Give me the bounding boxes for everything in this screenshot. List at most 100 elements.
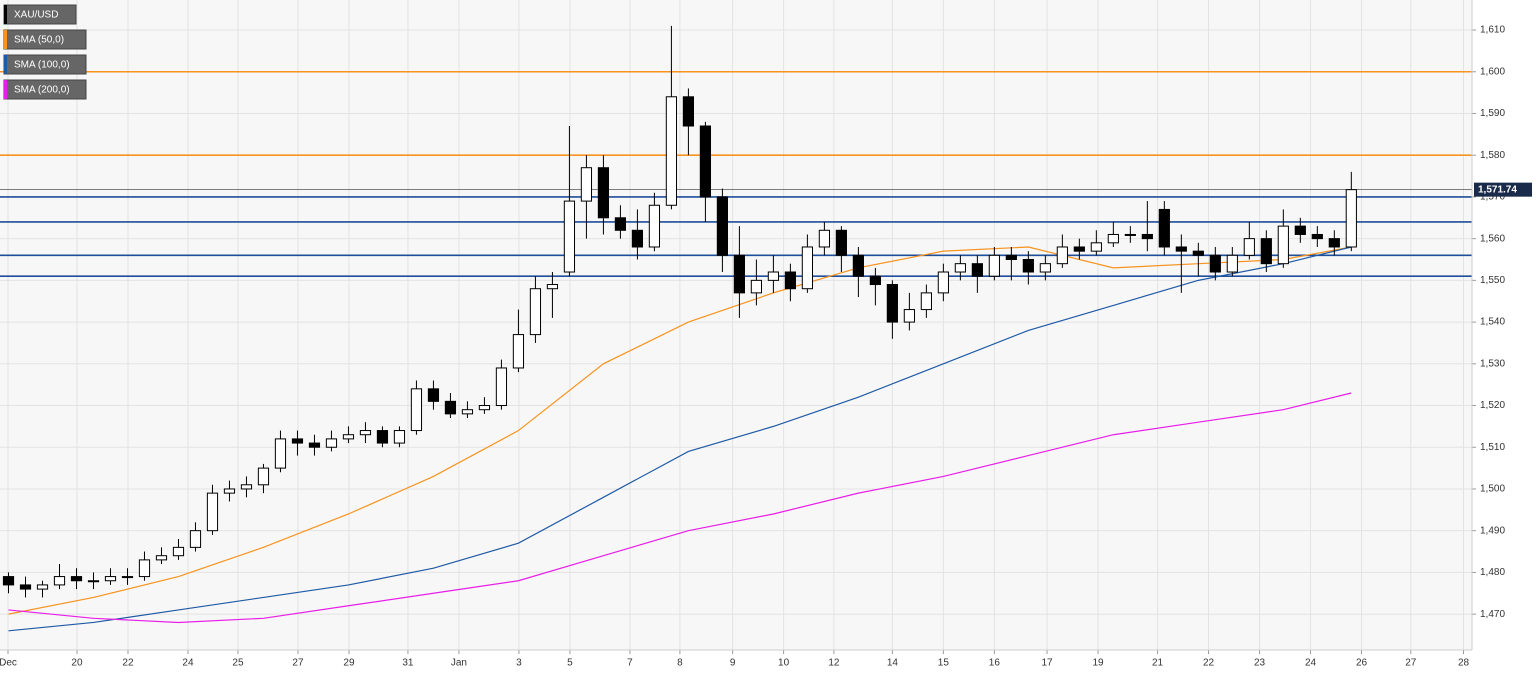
candle-body [1175,246,1187,252]
candle-body [1073,246,1085,252]
candle-body [920,292,932,311]
y-tick-label: 1,560 [1480,233,1505,244]
candle-body [835,229,847,256]
candle-body [325,438,338,448]
candle-body [461,409,474,415]
candle-body [121,576,134,579]
candle-body [1158,208,1170,248]
candle-body [886,284,898,323]
x-tick-label: 3 [516,658,522,669]
candle-body [427,388,440,402]
x-tick-label: 29 [343,658,355,669]
x-tick-label: 25 [232,658,244,669]
candle-body [1022,258,1034,273]
candle-body [937,271,949,294]
x-tick-label: 9 [730,658,736,669]
y-tick-label: 1,510 [1480,442,1505,453]
y-tick-label: 1,610 [1480,25,1505,36]
candle-body [495,367,508,407]
candle-body [1039,263,1051,273]
x-tick-label: 10 [778,658,790,669]
candle-body [257,467,270,486]
candle-body [1294,225,1306,235]
candle-body [648,204,661,248]
candle-body [699,125,712,198]
x-tick-label: Dec [0,658,17,669]
legend-label: SMA (50,0) [14,35,64,46]
candle-body [274,438,287,469]
y-tick-label: 1,530 [1480,358,1505,369]
x-tick-label: 24 [1305,658,1317,669]
x-tick-label: 17 [1041,658,1053,669]
legend-swatch [4,80,7,99]
candle-body [1277,225,1289,265]
x-tick-label: 26 [1356,658,1368,669]
last-price-box [1474,182,1532,197]
x-tick-label: 19 [1092,658,1104,669]
x-tick-label: 28 [1458,658,1470,669]
candle-body [546,284,559,290]
candle-body [393,430,406,444]
candle-body [869,275,881,286]
candle-body [342,434,355,440]
x-tick-label: 16 [989,658,1001,669]
candle-body [512,334,525,369]
x-tick-label: 20 [71,658,83,669]
candle-body [1260,238,1272,265]
sma-line [8,246,1352,632]
x-tick-label: 5 [567,658,573,669]
candle-body [665,96,678,206]
y-tick-label: 1,520 [1480,400,1505,411]
y-tick-label: 1,550 [1480,275,1505,286]
candle-body [1056,246,1068,265]
candle-body [903,309,915,323]
candle-body [1141,233,1153,240]
sma-line [8,392,1352,624]
candle-body [529,288,542,336]
candle-body [1311,233,1323,240]
candle-body [716,196,729,256]
candle-body [19,584,32,590]
candle-body [2,576,15,586]
x-tick-label: 7 [627,658,633,669]
y-tick-label: 1,470 [1480,609,1505,620]
candle-body [563,200,576,273]
candle-body [784,271,796,290]
x-tick-label: 21 [1152,658,1164,669]
legend-label: SMA (100,0) [14,60,70,71]
x-tick-label: 14 [887,658,899,669]
x-tick-label: 31 [402,658,414,669]
y-tick-label: 1,500 [1480,484,1505,495]
candle-body [206,492,219,532]
candle-body [767,271,779,281]
sma-line [8,246,1352,615]
legend-swatch [4,30,7,49]
x-tick-label: 22 [122,658,134,669]
y-tick-label: 1,540 [1480,317,1505,328]
candle-body [376,430,389,444]
candle-body [53,576,66,586]
candle-body [240,484,253,490]
plot-background [0,0,1472,650]
candle-body [104,576,117,582]
candle-body [36,584,49,590]
x-tick-label: Jan [451,658,467,669]
candle-body [172,546,185,557]
legend-swatch [4,55,7,74]
x-tick-label: 27 [292,658,304,669]
candle-body [801,246,813,290]
candle-body [1226,254,1238,273]
candle-body [1005,254,1017,260]
candle-body [308,442,321,448]
candle-body [750,279,762,294]
candle-body [1107,233,1119,244]
candle-body [410,388,423,432]
last-price-label: 1,571.74 [1478,184,1517,195]
candle-body [70,576,83,582]
x-tick-label: 24 [182,658,194,669]
candle-body [291,438,304,444]
x-tick-label: 27 [1405,658,1417,669]
candle-body [1243,238,1255,256]
candle-body [359,430,372,436]
candle-body [631,229,644,248]
